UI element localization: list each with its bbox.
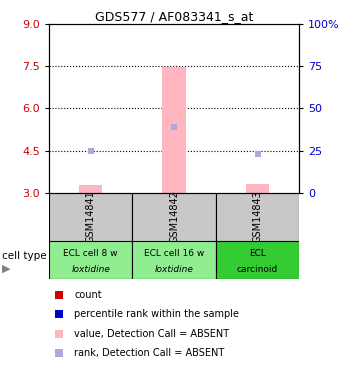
Text: GSM14843: GSM14843 — [253, 190, 262, 243]
Text: ▶: ▶ — [2, 263, 10, 273]
Bar — [49, 242, 132, 279]
Text: GSM14842: GSM14842 — [169, 190, 179, 243]
Text: carcinoid: carcinoid — [237, 265, 278, 274]
Text: rank, Detection Call = ABSENT: rank, Detection Call = ABSENT — [74, 348, 224, 358]
Bar — [132, 193, 216, 242]
Text: cell type: cell type — [2, 251, 46, 261]
Text: count: count — [74, 290, 102, 300]
Text: value, Detection Call = ABSENT: value, Detection Call = ABSENT — [74, 329, 229, 339]
Text: percentile rank within the sample: percentile rank within the sample — [74, 309, 239, 320]
Text: ECL cell 8 w: ECL cell 8 w — [63, 249, 118, 258]
Bar — [49, 193, 132, 242]
Bar — [216, 193, 299, 242]
Text: ECL cell 16 w: ECL cell 16 w — [144, 249, 204, 258]
Bar — [246, 184, 269, 193]
Title: GDS577 / AF083341_s_at: GDS577 / AF083341_s_at — [95, 10, 253, 23]
Bar — [216, 242, 299, 279]
Bar — [132, 242, 216, 279]
Text: ECL: ECL — [249, 249, 266, 258]
Bar — [162, 67, 186, 193]
Text: GSM14841: GSM14841 — [86, 190, 96, 243]
Bar — [79, 185, 103, 193]
Text: loxtidine: loxtidine — [71, 265, 110, 274]
Text: loxtidine: loxtidine — [155, 265, 194, 274]
